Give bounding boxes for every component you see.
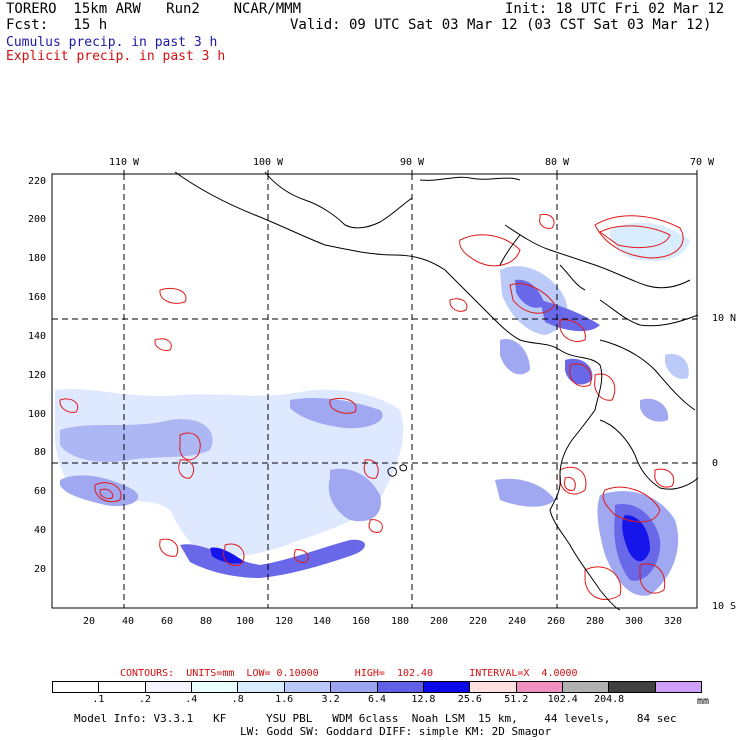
colorbar-label: .2: [138, 694, 151, 705]
x-tick: 180: [390, 616, 410, 627]
y-tick: 180: [27, 253, 46, 264]
colorbar-label: .1: [92, 694, 105, 705]
y-tick: 140: [27, 331, 46, 342]
y-tick: 20: [33, 564, 46, 575]
x-tick: 240: [507, 616, 527, 627]
y-tick: 40: [33, 525, 46, 536]
colorbar-swatch: [144, 682, 192, 692]
colorbar-label: 25.6: [457, 694, 482, 705]
colorbar-label: .4: [185, 694, 198, 705]
x-tick: 280: [585, 616, 605, 627]
colorbar-swatch: [283, 682, 331, 692]
lon-label: 70 W: [689, 157, 715, 168]
lat-label: 10 S: [712, 601, 737, 612]
valid-time: Valid: 09 UTC Sat 03 Mar 12 (03 CST Sat …: [290, 17, 712, 33]
x-tick: 140: [312, 616, 332, 627]
x-tick: 60: [160, 616, 174, 627]
init-time: Init: 18 UTC Fri 02 Mar 12: [505, 1, 725, 17]
cumulus-precip-field: [55, 222, 690, 596]
x-tick: 40: [121, 616, 135, 627]
colorbar-swatch: [515, 682, 562, 692]
header-title: TORERO 15km ARW Run2 NCAR/MMM: [6, 1, 302, 17]
colorbar-label: 102.4: [547, 694, 578, 705]
model-info: Model Info: V3.3.1 KF YSU PBL WDM 6class…: [74, 712, 677, 725]
x-tick: 320: [663, 616, 683, 627]
lon-label: 110 W: [108, 157, 140, 168]
x-tick: 80: [199, 616, 213, 627]
contours-info: CONTOURS: UNITS=mm LOW= 0.10000 HIGH= 10…: [120, 668, 578, 679]
colorbar-label: 1.6: [275, 694, 294, 705]
y-tick: 80: [33, 447, 46, 458]
colorbar-swatch: [237, 682, 284, 692]
colorbar-label: 204.8: [594, 694, 625, 705]
y-tick: 100: [27, 409, 46, 420]
colorbar-swatch: [654, 682, 702, 692]
explicit-legend: Explicit precip. in past 3 h: [6, 49, 226, 64]
colorbar-label: 3.2: [321, 694, 340, 705]
y-tick: 160: [27, 292, 46, 303]
colorbar-swatch: [98, 682, 145, 692]
colorbar-swatch: [330, 682, 377, 692]
colorbar-swatch: [422, 682, 470, 692]
colorbar-label: .8: [231, 694, 244, 705]
colorbar-swatch: [191, 682, 238, 692]
x-tick: 100: [235, 616, 255, 627]
colorbar-label: 51.2: [504, 694, 529, 705]
colorbar-swatch: [608, 682, 655, 692]
x-tick: 260: [546, 616, 566, 627]
forecast-hour: Fcst: 15 h: [6, 17, 108, 33]
model-physics: LW: Godd SW: Goddard DIFF: simple KM: 2D…: [240, 725, 552, 738]
colorbar-units: mm: [697, 696, 710, 707]
y-tick: 60: [33, 486, 46, 497]
x-tick: 120: [274, 616, 294, 627]
colorbar-swatch: [561, 682, 609, 692]
colorbar-label: 12.8: [411, 694, 436, 705]
x-tick: 220: [468, 616, 488, 627]
colorbar-swatch: [469, 682, 516, 692]
colorbar-swatch: [53, 682, 99, 692]
lat-label: 0: [712, 458, 719, 469]
colorbar-swatch: [376, 682, 423, 692]
x-tick: 20: [82, 616, 96, 627]
colorbar: [52, 681, 702, 693]
explicit-precip-contours: [59, 213, 684, 600]
y-tick: 120: [27, 370, 46, 381]
map-frame: [51, 173, 698, 609]
coastlines: [174, 171, 699, 611]
x-tick: 160: [351, 616, 371, 627]
lat-label: 10 N: [712, 313, 737, 324]
lon-label: 100 W: [252, 157, 284, 168]
lon-label: 80 W: [544, 157, 570, 168]
lat-lon-grid: [52, 174, 697, 608]
y-tick: 220: [27, 176, 46, 187]
lon-label: 90 W: [399, 157, 425, 168]
y-tick: 200: [27, 214, 46, 225]
x-tick: 200: [429, 616, 449, 627]
colorbar-label: 6.4: [367, 694, 387, 705]
x-tick: 300: [624, 616, 644, 627]
cumulus-legend: Cumulus precip. in past 3 h: [6, 35, 218, 50]
